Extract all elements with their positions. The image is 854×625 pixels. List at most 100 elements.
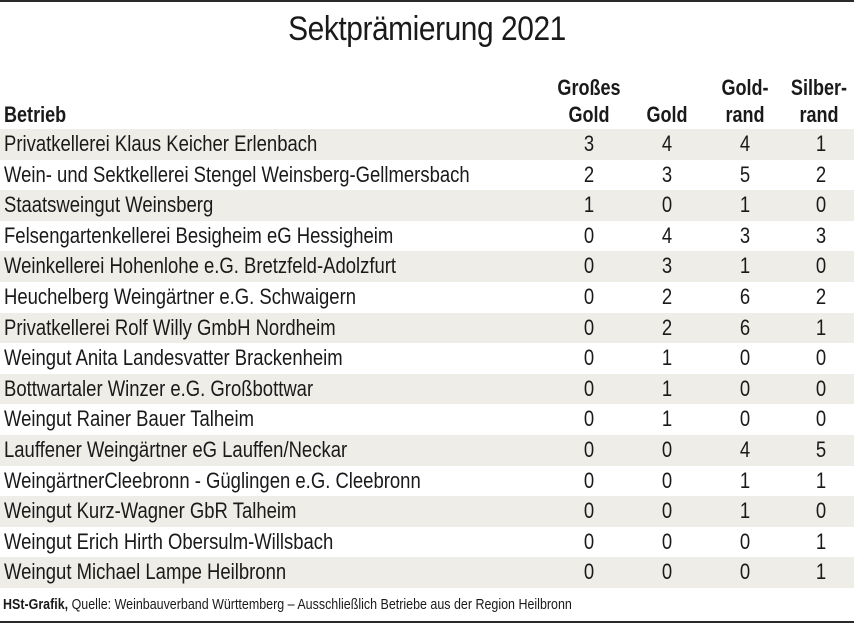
table-header: Betrieb Großes Gold Gold Gold- rand Silb… [0, 72, 854, 128]
header-betrieb-label: Betrieb [4, 102, 67, 127]
cell-goldrand: 1 [739, 192, 751, 218]
table-row: Lauffener Weingärtner eG Lauffen/Neckar 0… [0, 434, 854, 466]
cell-silberrand: 0 [815, 345, 827, 371]
header-goldrand: Gold- rand [712, 72, 778, 128]
cell-gold: 1 [661, 345, 673, 371]
row-betrieb: Staatsweingut Weinsberg [4, 192, 214, 218]
cell-goldrand: 0 [739, 528, 751, 554]
cell-gold: 0 [661, 436, 673, 462]
header-line: Silber- [790, 75, 848, 100]
row-betrieb: Wein- und Sektkellerei Stengel Weinsberg… [4, 161, 470, 187]
cell-gold: 1 [661, 406, 673, 432]
row-betrieb: Weingut Kurz-Wagner GbR Talheim [4, 498, 297, 524]
cell-goldrand: 6 [739, 283, 751, 309]
cell-silberrand: 0 [815, 406, 827, 432]
table-row: Weinkellerei Hohenlohe e.G. Bretzfeld-Ad… [0, 251, 854, 282]
row-betrieb: Weingut Erich Hirth Obersulm-Willsbach [4, 528, 334, 554]
cell-goldrand: 1 [739, 467, 751, 493]
table-row: Heuchelberg Weingärtner e.G. Schwaigern 0… [0, 282, 854, 313]
cell-goldrand: 5 [739, 161, 751, 187]
cell-grosses-gold: 0 [583, 375, 595, 401]
header-line: rand [799, 102, 839, 127]
table-body: Privatkellerei Klaus Keicher Erlenbach 3 4… [0, 129, 854, 588]
cell-silberrand: 2 [815, 283, 827, 309]
row-betrieb: Heuchelberg Weingärtner e.G. Schwaigern [4, 283, 356, 309]
cell-goldrand: 6 [739, 314, 751, 340]
cell-grosses-gold: 1 [583, 192, 595, 218]
header-grosses-gold: Großes Gold [556, 72, 622, 128]
table-row: Weingut Rainer Bauer Talheim 0 1 0 0 [0, 404, 854, 435]
cell-gold: 0 [661, 467, 673, 493]
cell-grosses-gold: 0 [583, 559, 595, 585]
header-line: Großes [557, 75, 621, 100]
cell-goldrand: 4 [739, 436, 751, 462]
source-footer: HSt-Grafik, Quelle: Weinbauverband Württ… [3, 597, 572, 613]
row-betrieb: Privatkellerei Klaus Keicher Erlenbach [4, 131, 318, 156]
header-line: rand [725, 102, 765, 127]
cell-grosses-gold: 3 [583, 131, 595, 156]
chart-title: Sektprämierung 2021 [288, 10, 566, 48]
table-row: Weingut Erich Hirth Obersulm-Willsbach 0 0… [0, 527, 854, 558]
cell-grosses-gold: 0 [583, 528, 595, 554]
cell-grosses-gold: 2 [583, 161, 595, 187]
table-row: Wein- und Sektkellerei Stengel Weinsberg… [0, 160, 854, 191]
header-line: Gold- [721, 75, 769, 100]
row-betrieb: Weinkellerei Hohenlohe e.G. Bretzfeld-Ad… [4, 253, 397, 279]
cell-gold: 3 [661, 161, 673, 187]
table-row: Bottwartaler Winzer e.G. Großbottwar 0 1 0 0 [0, 373, 854, 405]
cell-gold: 4 [661, 222, 673, 248]
cell-goldrand: 1 [739, 498, 751, 524]
row-betrieb: Weingut Anita Landesvatter Brackenheim [4, 345, 343, 371]
row-betrieb: Privatkellerei Rolf Willy GmbH Nordheim [4, 314, 336, 340]
cell-goldrand: 1 [739, 253, 751, 279]
row-betrieb: Felsengartenkellerei Besigheim eG Hessig… [4, 222, 394, 248]
cell-grosses-gold: 0 [583, 498, 595, 524]
cell-grosses-gold: 0 [583, 345, 595, 371]
cell-grosses-gold: 0 [583, 283, 595, 309]
cell-gold: 0 [661, 498, 673, 524]
header-line: Gold [568, 102, 610, 127]
table-row: Felsengartenkellerei Besigheim eG Hessig… [0, 221, 854, 252]
cell-grosses-gold: 0 [583, 406, 595, 432]
row-betrieb: Bottwartaler Winzer e.G. Großbottwar [4, 375, 314, 401]
row-betrieb: WeingärtnerCleebronn - Güglingen e.G. Cl… [4, 467, 421, 493]
footer-credit: HSt-Grafik, [3, 597, 69, 613]
header-gold: Gold [637, 72, 698, 128]
table-row: Weingut Kurz-Wagner GbR Talheim 0 0 1 0 [0, 496, 854, 527]
cell-goldrand: 0 [739, 559, 751, 585]
row-betrieb: Weingut Rainer Bauer Talheim [4, 406, 254, 432]
header-line: Gold [646, 102, 688, 127]
table-row: Weingut Anita Landesvatter Brackenheim 0 1… [0, 343, 854, 374]
footer-source: Quelle: Weinbauverband Württemberg – Aus… [68, 597, 572, 613]
cell-goldrand: 0 [739, 406, 751, 432]
cell-grosses-gold: 0 [583, 314, 595, 340]
cell-gold: 0 [661, 528, 673, 554]
cell-gold: 0 [661, 192, 673, 218]
cell-goldrand: 4 [739, 131, 751, 156]
cell-silberrand: 3 [815, 222, 827, 248]
cell-gold: 2 [661, 314, 673, 340]
cell-silberrand: 2 [815, 161, 827, 187]
row-betrieb: Weingut Michael Lampe Heilbronn [4, 559, 287, 585]
cell-silberrand: 1 [815, 131, 827, 156]
bottom-rule [0, 621, 854, 623]
table-row: Privatkellerei Klaus Keicher Erlenbach 3 4… [0, 129, 854, 160]
cell-silberrand: 0 [815, 498, 827, 524]
header-betrieb: Betrieb [4, 72, 66, 128]
cell-silberrand: 0 [815, 375, 827, 401]
cell-silberrand: 0 [815, 253, 827, 279]
cell-gold: 0 [661, 559, 673, 585]
cell-silberrand: 0 [815, 192, 827, 218]
cell-grosses-gold: 0 [583, 253, 595, 279]
cell-gold: 3 [661, 253, 673, 279]
cell-goldrand: 3 [739, 222, 751, 248]
cell-grosses-gold: 0 [583, 467, 595, 493]
table-row: Staatsweingut Weinsberg 1 0 1 0 [0, 190, 854, 221]
cell-silberrand: 1 [815, 559, 827, 585]
cell-silberrand: 5 [815, 436, 827, 462]
header-silberrand: Silber- rand [788, 72, 850, 128]
table-row: Weingut Michael Lampe Heilbronn 0 0 0 1 [0, 557, 854, 588]
row-betrieb: Lauffener Weingärtner eG Lauffen/Neckar [4, 436, 348, 462]
cell-silberrand: 1 [815, 467, 827, 493]
cell-goldrand: 0 [739, 375, 751, 401]
